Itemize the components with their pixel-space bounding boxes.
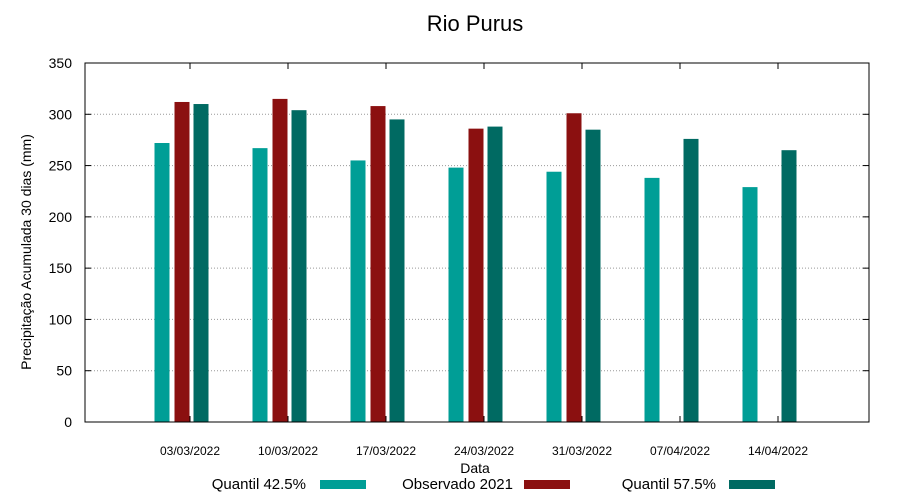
bar-series-1 (370, 106, 386, 422)
bar-series-0 (742, 187, 758, 422)
y-tick-label: 200 (49, 209, 73, 225)
y-tick-label: 350 (49, 55, 73, 71)
bar-series-1 (272, 98, 288, 423)
legend-label: Quantil 57.5% (622, 476, 716, 493)
x-tick-label: 17/03/2022 (356, 444, 416, 458)
x-tick-label: 24/03/2022 (454, 444, 514, 458)
y-tick-label: 50 (56, 363, 72, 379)
bar-series-0 (252, 148, 268, 423)
bar-series-1 (566, 113, 582, 422)
y-axis-label: Precipitação Acumulada 30 dias (mm) (18, 134, 34, 370)
bar-series-0 (546, 171, 562, 422)
bar-series-2 (781, 150, 797, 422)
bar-series-2 (585, 129, 601, 422)
legend-label: Quantil 42.5% (212, 476, 306, 493)
bar-series-2 (487, 126, 503, 422)
y-tick-label: 250 (49, 158, 73, 174)
bar-series-0 (350, 160, 366, 422)
chart-title: Rio Purus (427, 11, 524, 36)
bar-series-2 (683, 138, 699, 422)
bar-series-1 (174, 101, 190, 422)
x-tick-label: 10/03/2022 (258, 444, 318, 458)
x-tick-label: 03/03/2022 (160, 444, 220, 458)
y-tick-label: 0 (64, 414, 72, 430)
x-axis-ticks: 03/03/2022 10/03/2022 17/03/2022 24/03/2022… (160, 63, 808, 458)
y-axis-ticks: 0 50 100 150 200 250 300 350 (49, 55, 869, 430)
bar-series-0 (644, 177, 660, 422)
y-tick-label: 100 (49, 311, 73, 327)
x-axis-label: Data (460, 460, 490, 476)
bar-series-2 (193, 104, 209, 423)
bar-series-2 (291, 110, 307, 422)
legend: Quantil 42.5% Observado 2021 Quantil 57.5% (212, 476, 775, 493)
x-tick-label: 14/04/2022 (748, 444, 808, 458)
bar-series-0 (154, 143, 170, 422)
bar-series-0 (448, 167, 464, 422)
legend-swatch (524, 480, 570, 489)
legend-label: Observado 2021 (402, 476, 513, 493)
plot-frame (84, 62, 870, 423)
x-tick-label: 07/04/2022 (650, 444, 710, 458)
x-tick-label: 31/03/2022 (552, 444, 612, 458)
legend-swatch (729, 480, 775, 489)
y-tick-label: 300 (49, 106, 73, 122)
bars (154, 98, 797, 423)
bar-series-2 (389, 119, 405, 423)
legend-swatch (320, 480, 366, 489)
y-tick-label: 150 (49, 260, 73, 276)
bar-series-1 (468, 128, 484, 422)
